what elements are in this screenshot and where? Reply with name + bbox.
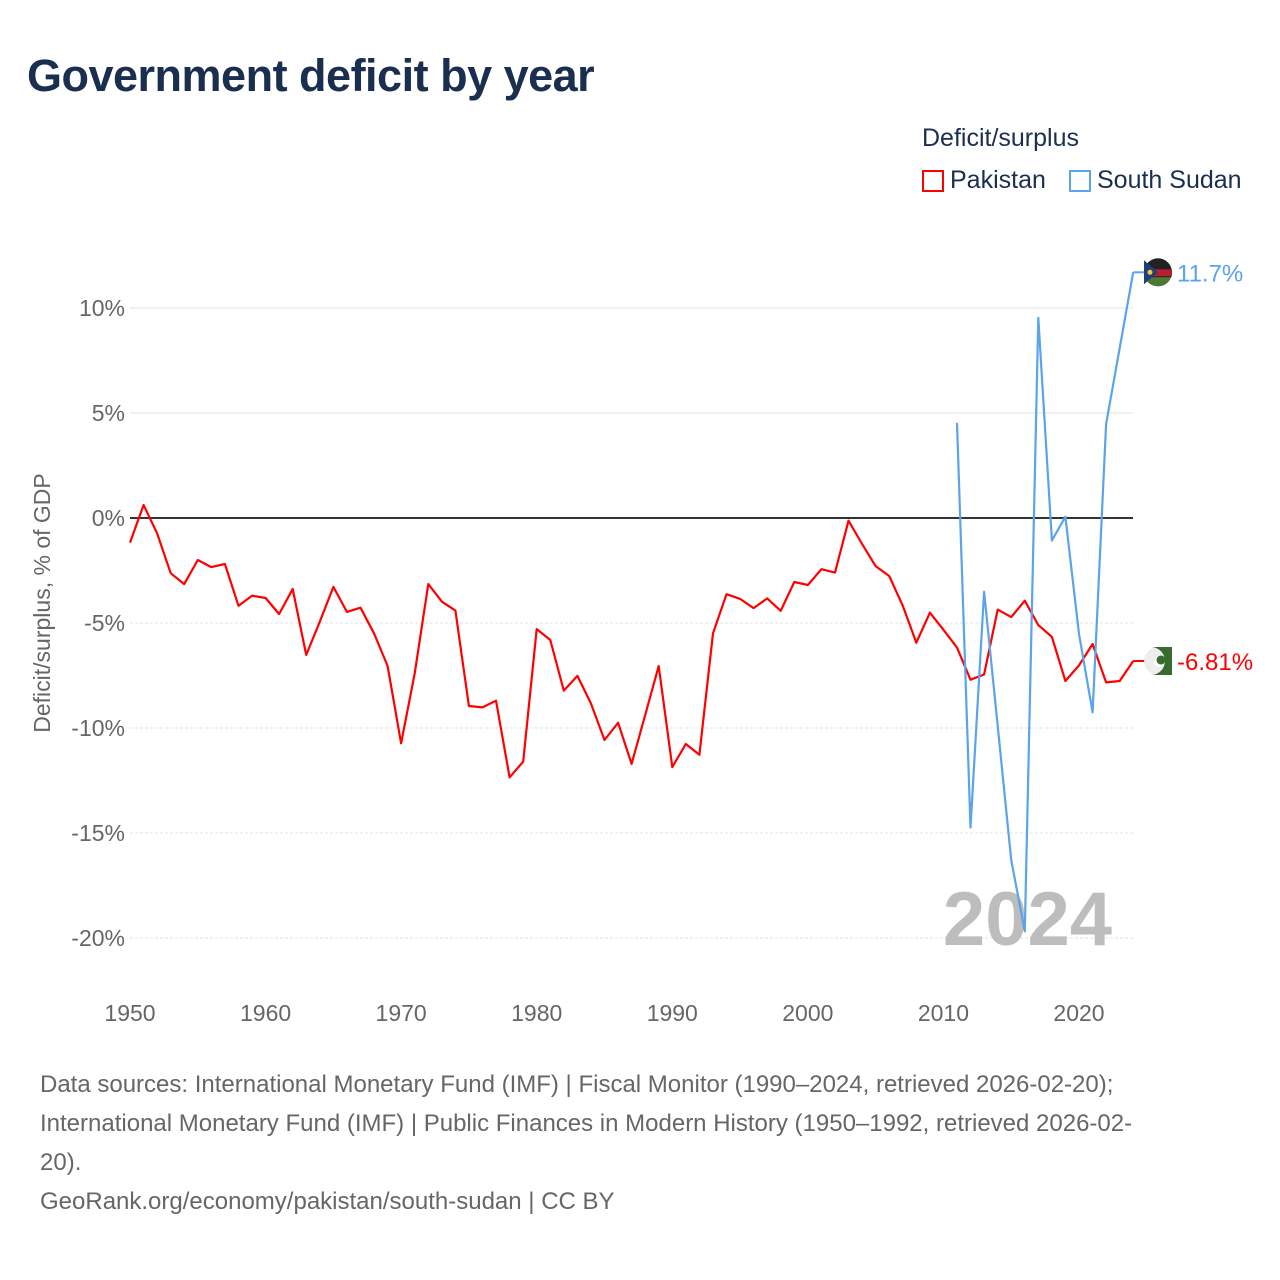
legend-label: Pakistan bbox=[950, 166, 1046, 194]
x-tick-label: 1980 bbox=[511, 1000, 562, 1026]
y-tick-label: 5% bbox=[92, 400, 125, 426]
x-tick-label: 1990 bbox=[647, 1000, 698, 1026]
y-tick-label: 10% bbox=[79, 295, 125, 321]
chart-title: Government deficit by year bbox=[27, 50, 595, 101]
x-tick-label: 2000 bbox=[782, 1000, 833, 1026]
y-tick-label: -20% bbox=[71, 925, 125, 951]
y-axis-label: Deficit/surplus, % of GDP bbox=[29, 473, 55, 732]
y-tick-label: 0% bbox=[92, 505, 125, 531]
legend-item-pakistan[interactable]: Pakistan bbox=[922, 166, 1046, 195]
x-tick-label: 1970 bbox=[376, 1000, 427, 1026]
end-value-label: 11.7% bbox=[1177, 260, 1243, 287]
south-sudan-flag-star bbox=[1147, 269, 1153, 275]
footer-sources-2: International Monetary Fund (IMF) | Publ… bbox=[40, 1110, 1133, 1137]
x-tick-label: 2020 bbox=[1053, 1000, 1104, 1026]
south-sudan-flag-green bbox=[1145, 277, 1171, 287]
legend-item-south-sudan[interactable]: South Sudan bbox=[1069, 166, 1242, 195]
series-line-pakistan bbox=[128, 503, 1135, 779]
legend-title: Deficit/surplus bbox=[922, 124, 1079, 152]
x-tick-label: 1950 bbox=[104, 1000, 155, 1026]
legend-swatch-pakistan bbox=[922, 169, 944, 192]
south-sudan-flag-red bbox=[1144, 269, 1172, 277]
pakistan-flag-green bbox=[1151, 647, 1172, 676]
x-tick-label: 1960 bbox=[240, 1000, 291, 1026]
y-tick-label: -5% bbox=[84, 610, 125, 636]
y-tick-label: -10% bbox=[71, 715, 125, 741]
footer-credit[interactable]: GeoRank.org/economy/pakistan/south-sudan… bbox=[40, 1188, 615, 1215]
footer-sources-3: 20). bbox=[40, 1149, 82, 1176]
line-chart: 10% 5% 0% -5% -10% -15% -20% 1950 1960 1970 1980 19… bbox=[29, 258, 1253, 1026]
year-watermark: 2024 bbox=[943, 877, 1112, 962]
x-tick-label: 2010 bbox=[918, 1000, 969, 1026]
legend-swatch-south-sudan bbox=[1069, 169, 1091, 192]
end-value-label: -6.81% bbox=[1177, 649, 1253, 676]
legend-label: South Sudan bbox=[1097, 166, 1242, 194]
pakistan-flag-crescent-cut bbox=[1156, 655, 1166, 665]
footer-sources-1: Data sources: International Monetary Fun… bbox=[40, 1071, 1114, 1098]
series-line-south-sudan bbox=[955, 272, 1135, 933]
y-tick-label: -15% bbox=[71, 820, 125, 846]
